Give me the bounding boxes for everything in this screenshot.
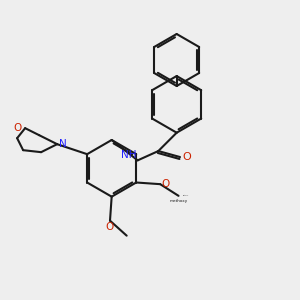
Text: O: O	[14, 123, 22, 133]
Text: NH: NH	[121, 150, 137, 160]
Text: methoxy: methoxy	[178, 193, 184, 194]
Text: O: O	[183, 152, 191, 162]
Text: methoxy: methoxy	[169, 199, 188, 203]
Text: methoxy: methoxy	[182, 195, 189, 196]
Text: O: O	[106, 222, 114, 232]
Text: N: N	[59, 139, 67, 149]
Text: O: O	[161, 179, 170, 189]
